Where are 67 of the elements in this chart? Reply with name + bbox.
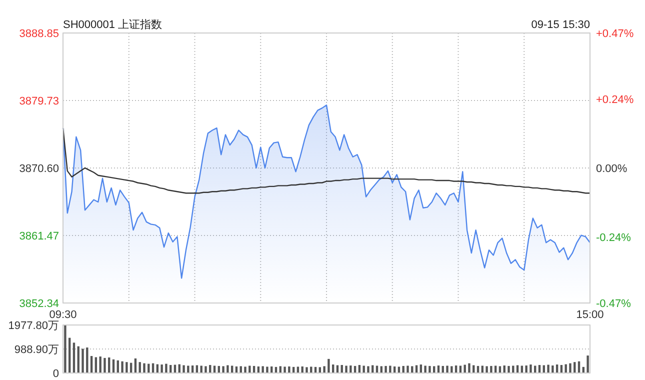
y-tick-label: 3852.34 <box>19 298 59 310</box>
bar <box>389 366 392 373</box>
bar <box>323 366 326 373</box>
bar <box>82 348 84 373</box>
bar <box>547 364 550 373</box>
bar <box>464 364 466 373</box>
x-tick-label: 15:00 <box>576 309 604 321</box>
bar <box>424 366 426 373</box>
bar <box>384 366 387 373</box>
bar <box>367 366 370 373</box>
bar <box>508 366 510 373</box>
bar <box>86 348 88 373</box>
bar <box>266 366 268 373</box>
x-tick-label: 09:30 <box>49 309 77 321</box>
bar <box>428 366 431 373</box>
y-tick-label: 3861.47 <box>19 230 59 242</box>
bar <box>222 366 224 373</box>
bar <box>586 356 589 373</box>
line-series <box>62 127 591 194</box>
y2-tick-label: +0.47% <box>596 28 634 40</box>
y-tick-label: 3888.85 <box>19 28 59 40</box>
bar <box>104 358 106 373</box>
bar <box>328 358 330 373</box>
chart-subtitle: 09-15 15:30 <box>531 19 590 31</box>
y-tick-label: 988.90万 <box>14 344 59 356</box>
bar <box>486 366 488 373</box>
bar <box>406 366 409 373</box>
bar <box>226 365 229 373</box>
bar <box>244 366 246 373</box>
bar <box>564 364 567 373</box>
bar <box>72 342 76 373</box>
bar <box>284 366 286 373</box>
y-tick-label: 3870.60 <box>19 162 59 175</box>
bar <box>121 361 124 373</box>
bar <box>262 366 264 373</box>
bar <box>552 365 554 373</box>
bar <box>165 364 168 373</box>
bar <box>200 366 202 373</box>
bar <box>468 363 470 373</box>
chart-title: SH000001 上证指数 <box>63 18 162 31</box>
bar <box>99 356 102 373</box>
bar <box>288 366 290 373</box>
bar <box>160 364 163 373</box>
bar <box>126 362 128 373</box>
y2-tick-label: -0.24% <box>596 232 632 244</box>
bar <box>350 365 352 373</box>
y2-tick-label: +0.24% <box>596 94 634 106</box>
bar <box>64 325 66 373</box>
bar <box>450 366 453 373</box>
bar <box>204 366 207 373</box>
bar <box>182 365 185 373</box>
y-tick-label: 0 <box>52 368 59 380</box>
bar <box>569 363 572 373</box>
bar <box>143 363 146 373</box>
bar <box>525 365 528 373</box>
bar <box>345 366 348 373</box>
bar <box>490 366 492 373</box>
bar <box>362 366 365 373</box>
y2-tick-label: -0.47% <box>596 298 632 310</box>
bar <box>187 366 190 373</box>
y-tick-label: 3879.73 <box>19 95 59 108</box>
bar <box>530 364 532 373</box>
y-tick-label: 1977.80万 <box>8 320 59 332</box>
bar <box>301 366 304 373</box>
bar <box>306 367 308 373</box>
y2-tick-label: 0.00% <box>596 163 628 175</box>
bar <box>446 366 448 373</box>
